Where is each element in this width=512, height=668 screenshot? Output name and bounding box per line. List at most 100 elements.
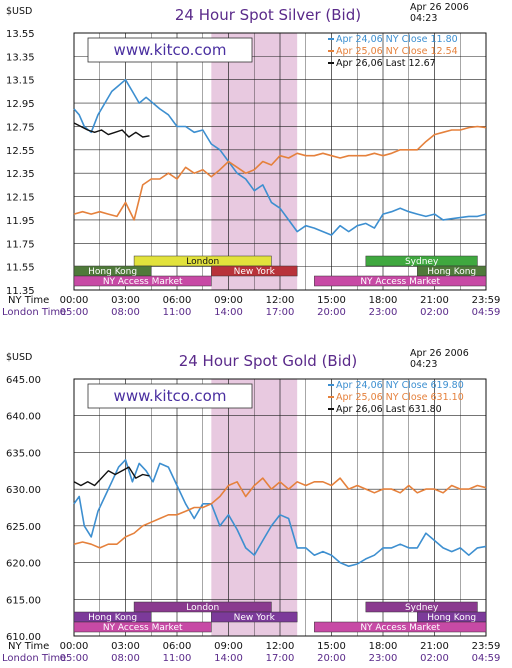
london-time-row-label: London Time: [2, 307, 66, 318]
x-tick-label-ny: 21:00: [420, 295, 449, 306]
date-label: Apr 26 2006: [410, 2, 469, 13]
x-tick-label-london: 14:00: [214, 307, 243, 318]
y-tick-label: 13.15: [6, 76, 35, 87]
x-tick-label-london: 04:59: [472, 307, 501, 318]
x-tick-label-london: 02:00: [420, 307, 449, 318]
y-tick-label: 11.75: [6, 239, 35, 250]
y-tick-label: 615.00: [6, 595, 41, 606]
legend-entry-apr26: Apr 26,06 Last 631.80: [336, 404, 442, 415]
session-bar-label: NY Access Market: [360, 623, 440, 633]
silver-chart: 13.55 13.35 13.15 12.95 12.75 12.55 12.35 12.15…: [2, 2, 501, 318]
y-tick-label: 620.00: [6, 559, 41, 570]
session-bar-label: NY Access Market: [360, 277, 440, 287]
x-tick-label-ny: 00:00: [60, 641, 89, 652]
y-tick-label: 11.95: [6, 216, 35, 227]
x-tick-label-london: 04:59: [472, 653, 501, 664]
x-tick-label-ny: 00:00: [60, 295, 89, 306]
x-tick-label-ny: 23:59: [472, 295, 501, 306]
london-time-row-label: London Time: [2, 653, 66, 664]
y-tick-label: 12.15: [6, 193, 35, 204]
y-tick-label: 630.00: [6, 485, 41, 496]
y-tick-label: 11.55: [6, 263, 35, 274]
x-tick-label-ny: 23:59: [472, 641, 501, 652]
x-tick-label-ny: 06:00: [163, 295, 192, 306]
x-tick-label-london: 11:00: [163, 307, 192, 318]
x-tick-label-london: 17:00: [266, 653, 295, 664]
x-tick-label-london: 05:00: [60, 307, 89, 318]
x-tick-label-ny: 18:00: [369, 295, 398, 306]
x-tick-label-ny: 12:00: [266, 641, 295, 652]
y-tick-label: 12.95: [6, 99, 35, 110]
x-tick-label-ny: 09:00: [214, 295, 243, 306]
session-bar-label: Hong Kong: [88, 267, 137, 277]
x-tick-label-london: 17:00: [266, 307, 295, 318]
x-tick-label-london: 23:00: [369, 653, 398, 664]
session-bar: [314, 275, 487, 287]
session-bar-label: NY Access Market: [103, 277, 183, 287]
date-label: Apr 26 2006: [410, 348, 469, 359]
legend-entry-apr25: Apr 25,06 NY Close 12.54: [336, 46, 458, 57]
session-bar-label: Sydney: [405, 257, 439, 267]
x-tick-label-london: 05:00: [60, 653, 89, 664]
y-tick-label: 13.35: [6, 52, 35, 63]
session-bar-label: New York: [234, 613, 276, 623]
y-tick-label: 11.35: [6, 286, 35, 297]
session-bar-label: NY Access Market: [103, 623, 183, 633]
series-line-apr24: [73, 459, 487, 567]
x-tick-label-ny: 06:00: [163, 641, 192, 652]
y-tick-label: 625.00: [6, 522, 41, 533]
y-tick-label: 640.00: [6, 412, 41, 423]
x-tick-label-london: 08:00: [111, 307, 140, 318]
currency-label: $USD: [6, 6, 32, 17]
x-tick-label-ny: 09:00: [214, 641, 243, 652]
legend-entry-apr24: Apr 24,06 NY Close 11.80: [336, 34, 458, 45]
series-line-apr25: [73, 477, 487, 549]
x-tick-label-london: 20:00: [317, 653, 346, 664]
series-line-apr24: [73, 78, 487, 236]
plot-frame: [73, 378, 487, 637]
watermark-text: www.kitco.com: [114, 387, 227, 405]
x-tick-label-london: 11:00: [163, 653, 192, 664]
x-tick-label-london: 14:00: [214, 653, 243, 664]
session-bar-label: Sydney: [405, 603, 439, 613]
time-label: 04:23: [410, 13, 437, 24]
x-tick-label-london: 23:00: [369, 307, 398, 318]
session-bar-label: London: [186, 257, 219, 267]
ny-time-row-label: NY Time: [8, 295, 49, 306]
session-bar: [211, 611, 298, 623]
x-tick-label-ny: 12:00: [266, 295, 295, 306]
x-tick-label-ny: 18:00: [369, 641, 398, 652]
y-tick-label: 13.55: [6, 29, 35, 40]
session-bar-label: London: [186, 603, 219, 613]
ny-time-row-label: NY Time: [8, 641, 49, 652]
session-bar: [73, 275, 212, 287]
watermark-text: www.kitco.com: [114, 41, 227, 59]
watermark-box: [87, 37, 253, 63]
x-tick-label-ny: 03:00: [111, 295, 140, 306]
gold-chart: 645.00 640.00 635.00 630.00 625.00 620.00 615.…: [2, 348, 501, 664]
y-tick-label: 635.00: [6, 448, 41, 459]
y-tick-label: 610.00: [6, 632, 41, 643]
x-tick-label-ny: 15:00: [317, 295, 346, 306]
time-label: 04:23: [410, 359, 437, 370]
legend-entry-apr25: Apr 25,06 NY Close 631.10: [336, 392, 464, 403]
chart-title: 24 Hour Spot Gold (Bid): [179, 352, 358, 370]
legend-entry-apr26: Apr 26,06 Last 12.67: [336, 58, 436, 69]
x-tick-label-ny: 15:00: [317, 641, 346, 652]
currency-label: $USD: [6, 352, 32, 363]
session-bar-label: New York: [234, 267, 276, 277]
x-tick-label-ny: 03:00: [111, 641, 140, 652]
y-tick-label: 12.55: [6, 146, 35, 157]
session-bar: [133, 255, 272, 267]
x-tick-label-london: 08:00: [111, 653, 140, 664]
y-tick-label: 645.00: [6, 375, 41, 386]
series-line-apr25: [73, 125, 487, 221]
session-bar-label: Hong Kong: [427, 613, 476, 623]
session-bar: [314, 621, 487, 633]
x-tick-label-london: 20:00: [317, 307, 346, 318]
session-bar-label: Hong Kong: [88, 613, 137, 623]
series-line-apr26: [73, 466, 150, 487]
watermark-box: [87, 383, 253, 409]
y-tick-label: 12.35: [6, 169, 35, 180]
session-bar: [73, 621, 212, 633]
